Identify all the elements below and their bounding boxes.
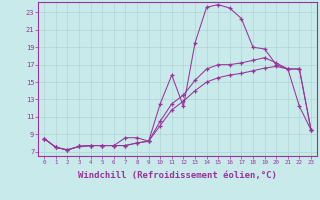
X-axis label: Windchill (Refroidissement éolien,°C): Windchill (Refroidissement éolien,°C)	[78, 171, 277, 180]
